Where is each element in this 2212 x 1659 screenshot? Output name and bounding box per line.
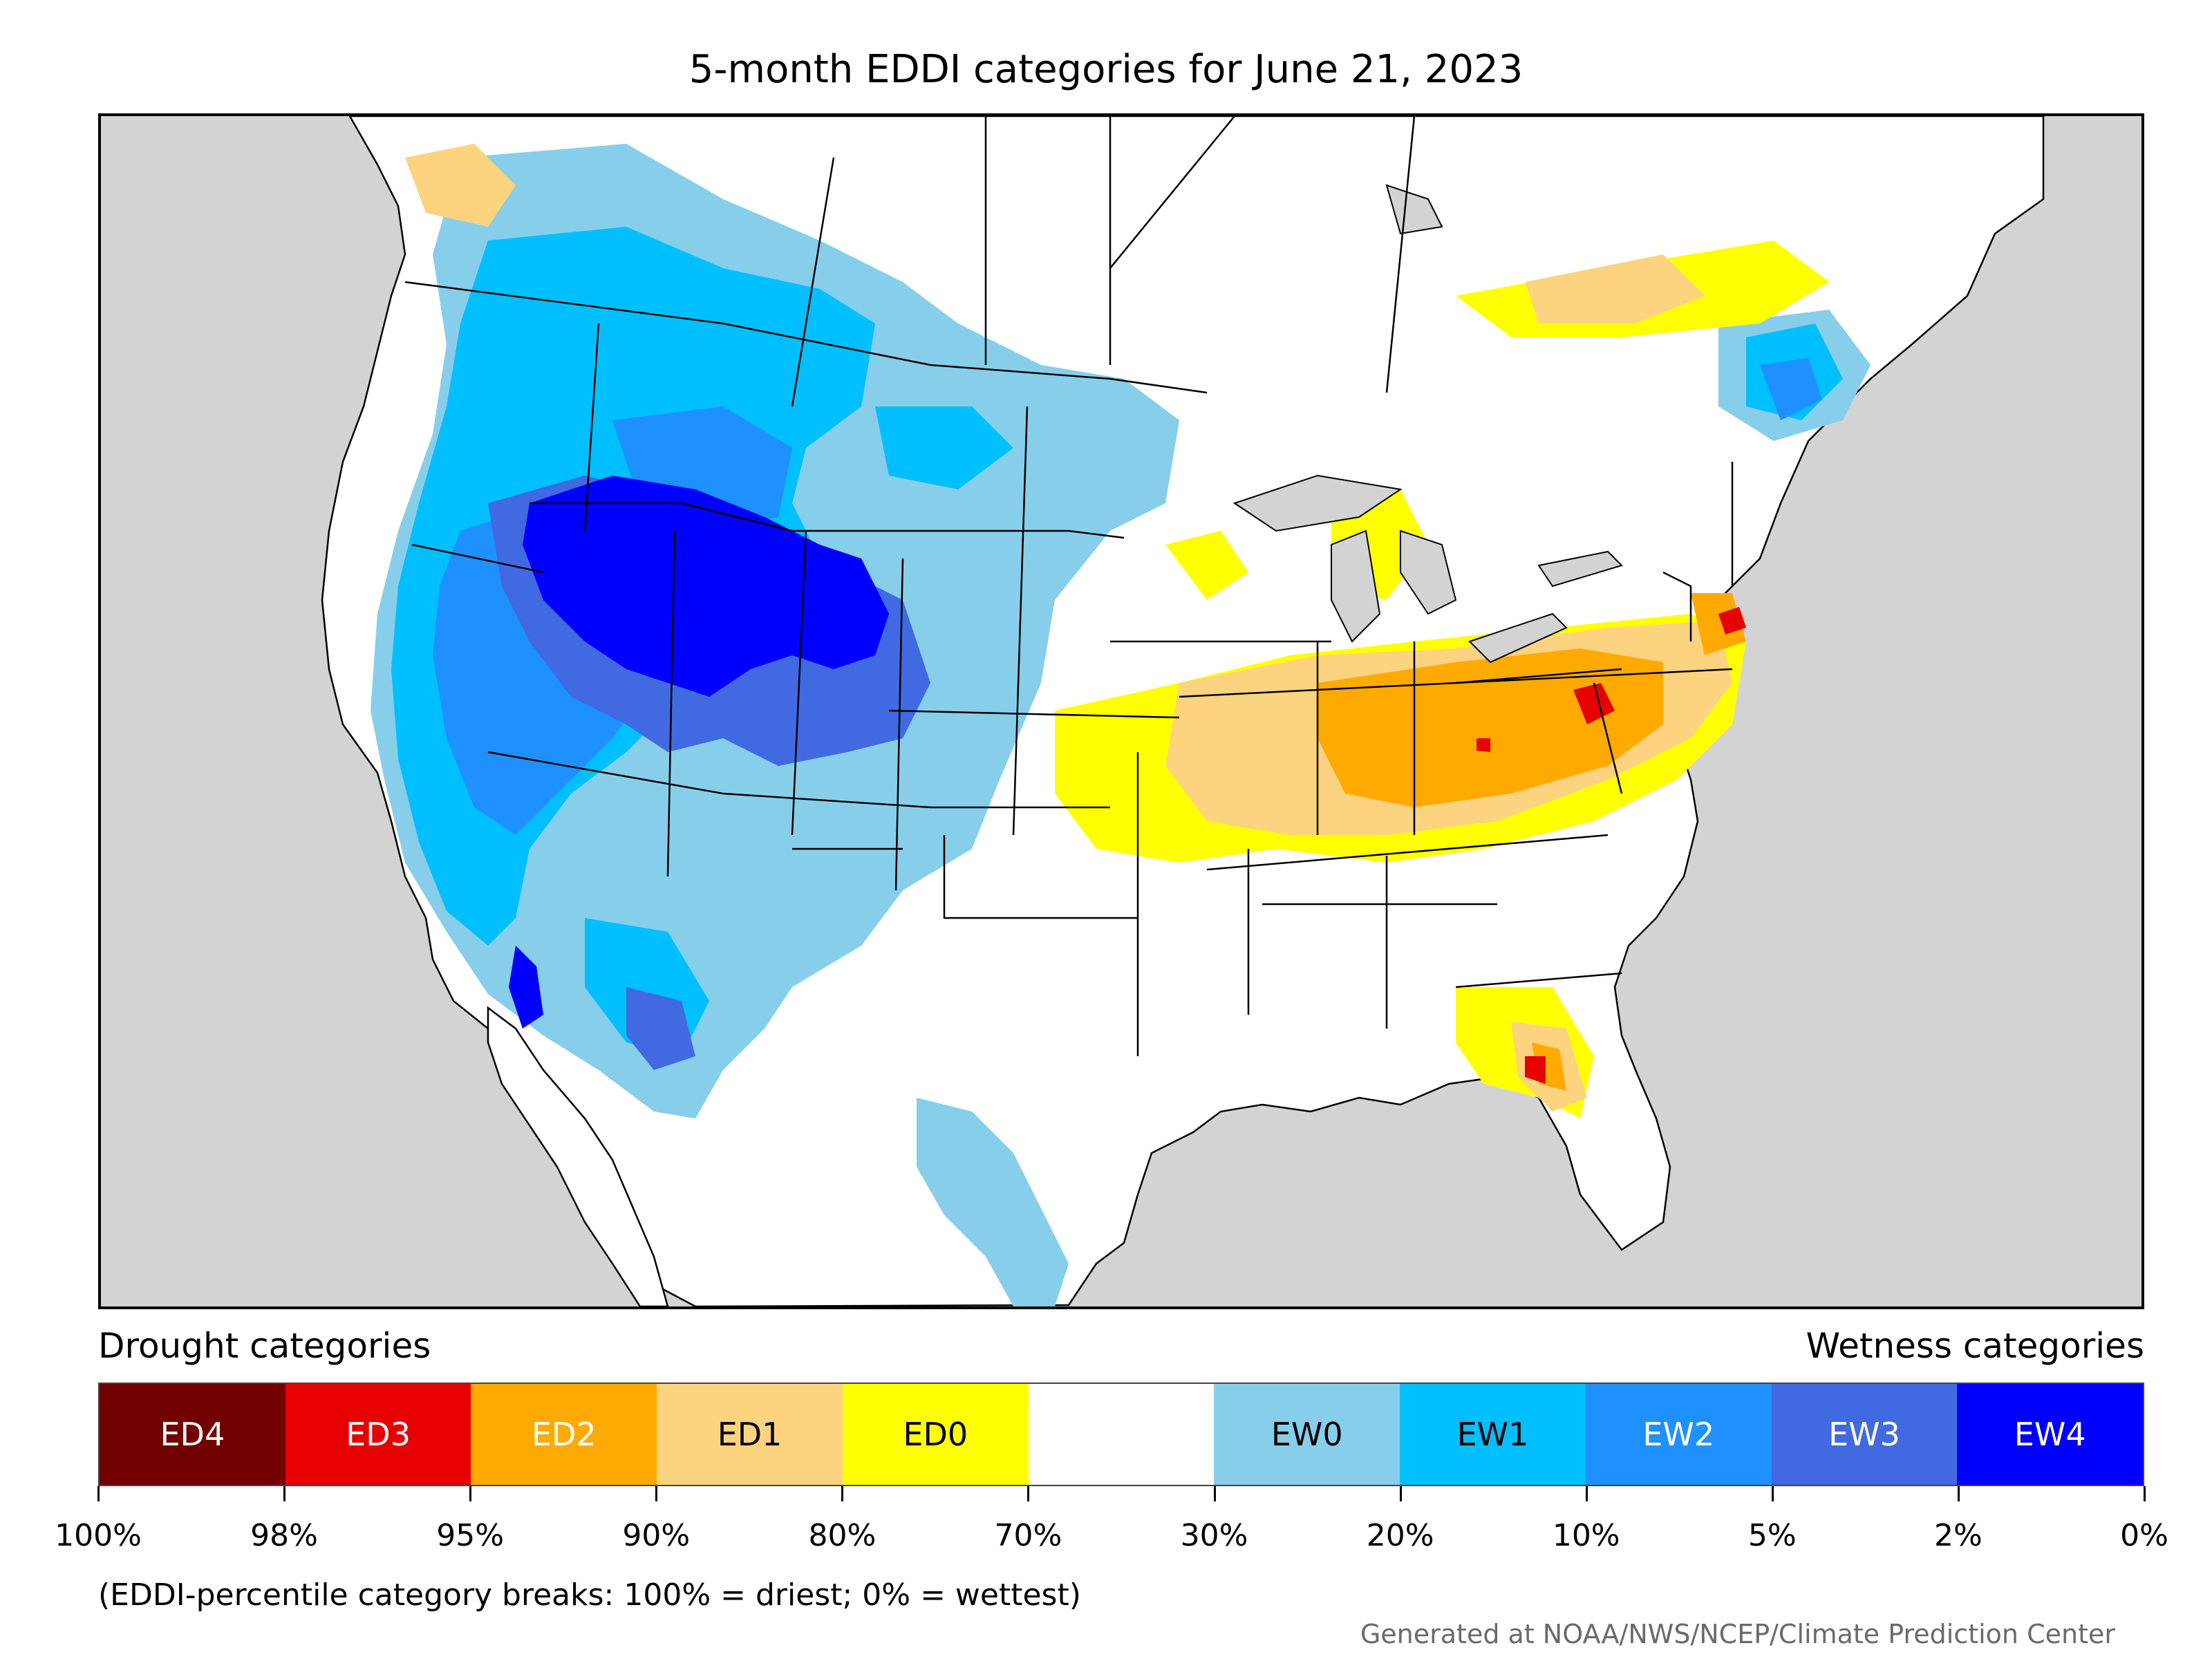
legend-swatch-label: ED0	[903, 1416, 968, 1453]
legend-break-label: 2%	[1934, 1518, 1983, 1553]
map-canvas	[101, 116, 2141, 1306]
legend-tick	[1213, 1486, 1216, 1501]
legend-tick	[1027, 1486, 1030, 1501]
legend-break-label: 0%	[2120, 1518, 2168, 1553]
legend-break-label: 98%	[250, 1518, 318, 1553]
legend-swatch-ed1: ED1	[657, 1384, 843, 1485]
legend-swatch-ed4: ED4	[100, 1384, 285, 1485]
legend-swatch-ed3: ED3	[285, 1384, 471, 1485]
legend-swatch-label: EW3	[1828, 1416, 1900, 1453]
legend-break-label: 80%	[808, 1518, 877, 1553]
legend-swatch-ew0: EW0	[1214, 1384, 1400, 1485]
legend-tick	[841, 1486, 844, 1501]
legend-tick	[2144, 1486, 2146, 1501]
legend-swatch-none	[1028, 1384, 1215, 1485]
legend-tick	[1399, 1486, 1402, 1501]
legend-tick	[1585, 1486, 1588, 1501]
legend-swatch-ew1: EW1	[1400, 1384, 1586, 1485]
baja-peninsula	[487, 1006, 669, 1306]
eddi-map	[98, 113, 2144, 1309]
legend-break-label: 20%	[1366, 1518, 1434, 1553]
legend-break-label: 100%	[55, 1518, 142, 1553]
boundary-lines	[404, 116, 1734, 1056]
legend-break-label: 5%	[1747, 1518, 1797, 1553]
legend-swatch-label: ED1	[717, 1416, 782, 1453]
legend-tick	[655, 1486, 658, 1501]
legend-break-label: 90%	[622, 1518, 691, 1553]
legend-swatch-label: EW1	[1456, 1416, 1529, 1453]
legend-tick	[97, 1486, 100, 1501]
legend-break-label: 95%	[436, 1518, 505, 1553]
legend-tick	[1957, 1486, 1960, 1501]
great-lakes	[1232, 184, 1623, 664]
legend-swatch-ed0: ED0	[842, 1384, 1029, 1485]
legend-swatch-label: ED2	[531, 1416, 597, 1453]
legend-break-label: 30%	[1180, 1518, 1248, 1553]
legend-swatch-label: EW2	[1642, 1416, 1715, 1453]
legend-swatch-label: EW0	[1271, 1416, 1343, 1453]
legend-colorbar: ED4 ED3 ED2 ED1 ED0 EW0 EW1 EW2 EW3 EW4	[98, 1382, 2144, 1486]
legend-break-label: 70%	[994, 1518, 1062, 1553]
legend-tick	[1771, 1486, 1774, 1501]
legend-tick	[469, 1486, 472, 1501]
ed3-areas	[1477, 607, 1746, 1084]
legend-swatch-ed2: ED2	[471, 1384, 657, 1485]
credit-text: Generated at NOAA/NWS/NCEP/Climate Predi…	[1360, 1619, 2115, 1649]
drought-heading: Drought categories	[98, 1326, 431, 1366]
wetness-heading: Wetness categories	[1806, 1326, 2144, 1366]
legend-swatch-ew4: EW4	[1957, 1384, 2144, 1485]
map-title: 5-month EDDI categories for June 21, 202…	[688, 47, 1524, 92]
ew4-areas	[509, 476, 889, 1029]
legend-swatch-ew3: EW3	[1771, 1384, 1958, 1485]
legend-tick	[283, 1486, 286, 1501]
legend-break-label: 10%	[1552, 1518, 1620, 1553]
legend-swatch-label: ED3	[346, 1416, 411, 1453]
legend-swatch-label: EW4	[2014, 1416, 2086, 1453]
category-breaks-note: (EDDI-percentile category breaks: 100% =…	[98, 1577, 1081, 1613]
legend-swatch-label: ED4	[160, 1416, 225, 1453]
legend-swatch-ew2: EW2	[1585, 1384, 1772, 1485]
